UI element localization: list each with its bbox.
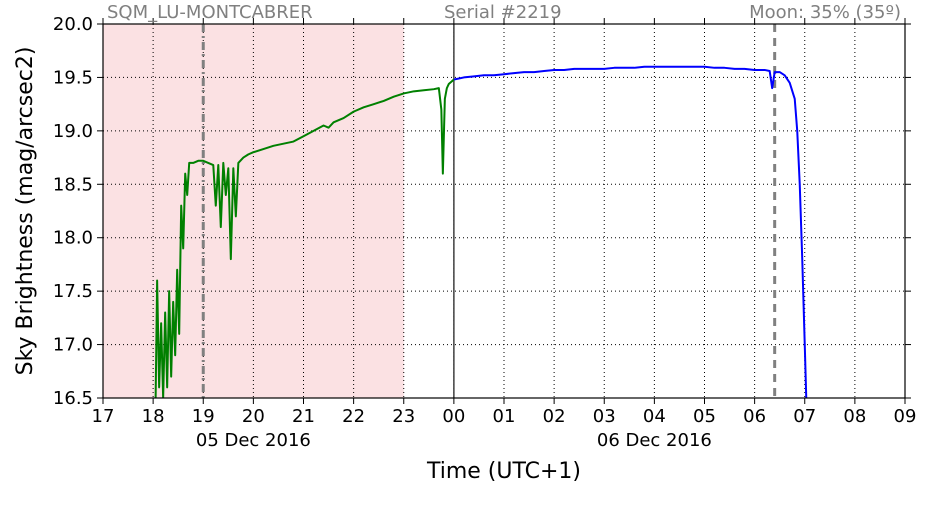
- date-label-left: 05 Dec 2016: [196, 430, 311, 451]
- x-tick-label: 08: [843, 406, 866, 427]
- y-tick-label: 18.0: [53, 228, 93, 249]
- header-left: SQM_LU-MONTCABRER: [107, 2, 313, 23]
- y-tick-label: 19.5: [53, 67, 93, 88]
- x-tick-label: 18: [142, 406, 165, 427]
- y-tick-label: 18.5: [53, 174, 93, 195]
- x-tick-label: 19: [192, 406, 215, 427]
- y-axis-label: Sky Brightness (mag/arcsec2): [13, 47, 38, 376]
- x-tick-label: 06: [743, 406, 766, 427]
- x-tick-label: 07: [793, 406, 816, 427]
- y-tick-label: 19.0: [53, 121, 93, 142]
- x-tick-label: 23: [392, 406, 415, 427]
- x-tick-label: 22: [342, 406, 365, 427]
- date-label-right: 06 Dec 2016: [597, 430, 712, 451]
- x-tick-label: 17: [92, 406, 115, 427]
- y-tick-label: 16.5: [53, 388, 93, 409]
- x-tick-label: 01: [493, 406, 516, 427]
- x-tick-label: 05: [693, 406, 716, 427]
- x-tick-label: 21: [292, 406, 315, 427]
- x-tick-label: 20: [242, 406, 265, 427]
- x-tick-label: 02: [543, 406, 566, 427]
- y-tick-label: 20.0: [53, 14, 93, 35]
- header-right: Moon: 35% (35º): [749, 2, 901, 23]
- x-tick-label: 00: [442, 406, 465, 427]
- header-center: Serial #2219: [444, 2, 562, 23]
- x-tick-label: 04: [643, 406, 666, 427]
- x-tick-label: 09: [894, 406, 917, 427]
- sky-brightness-chart: 17 18 19 20 21 22 23 00 01 02 03 04 05 06 07 08 09 16.5 17…: [0, 0, 952, 512]
- y-tick-label: 17.5: [53, 281, 93, 302]
- x-tick-label: 03: [593, 406, 616, 427]
- x-axis-label: Time (UTC+1): [426, 459, 581, 484]
- chart-svg: 17 18 19 20 21 22 23 00 01 02 03 04 05 06 07 08 09 16.5 17…: [0, 0, 952, 512]
- y-tick-label: 17.0: [53, 335, 93, 356]
